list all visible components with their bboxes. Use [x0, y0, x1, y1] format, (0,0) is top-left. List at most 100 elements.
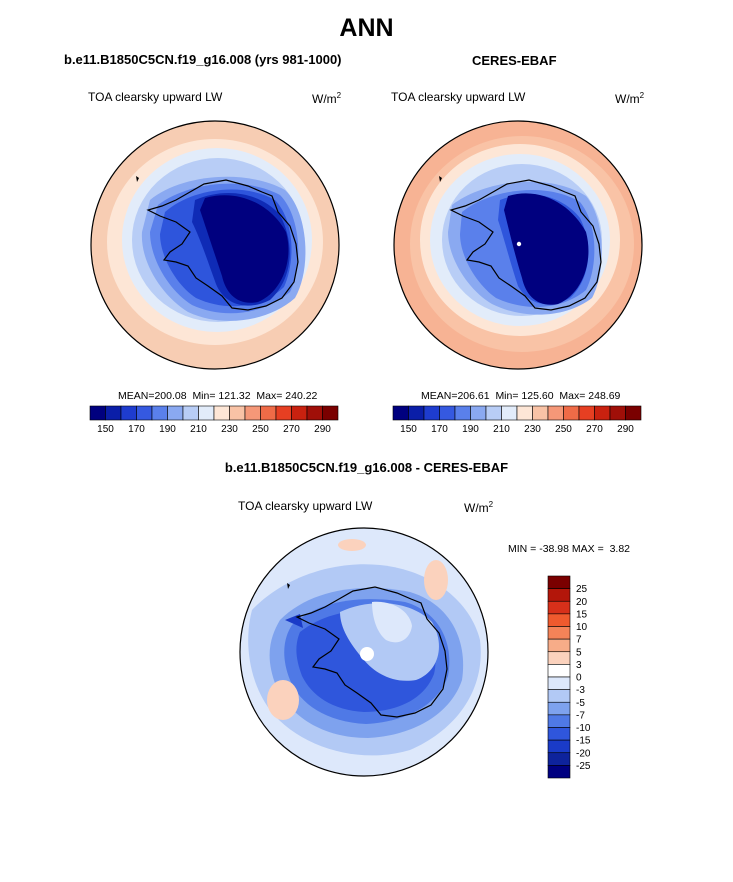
antarctica-coastline	[449, 179, 602, 311]
colorbar-tick-label: -25	[576, 761, 591, 772]
model-variable-label: TOA clearsky upward LW	[88, 90, 223, 104]
obs-polar-map	[393, 120, 643, 370]
colorbar-swatch	[547, 701, 571, 716]
colorbar-swatch	[547, 600, 571, 615]
colorbar-tick-label: 170	[431, 424, 448, 435]
diff-polar-map	[239, 527, 489, 777]
colorbar-tick-label: -3	[576, 685, 585, 696]
south-america-tip	[136, 176, 139, 182]
colorbar-tick-label: 230	[221, 424, 238, 435]
colorbar-tick-label: -15	[576, 736, 591, 747]
colorbar-tick-label: 250	[555, 424, 572, 435]
colorbar-swatch	[105, 405, 122, 421]
colorbar-swatch	[563, 405, 580, 421]
colorbar-swatch	[547, 727, 571, 741]
colorbar-swatch	[547, 676, 571, 690]
colorbar-swatch	[547, 765, 571, 779]
colorbar-tick-label: 20	[576, 597, 588, 608]
map-ice-core	[504, 193, 589, 305]
diff-units-label: W/m2	[464, 500, 494, 515]
colorbar-swatch	[547, 689, 571, 703]
colorbar-swatch	[275, 405, 292, 421]
colorbar-swatch	[423, 405, 440, 421]
colorbar-tick-label: 150	[400, 424, 417, 435]
colorbar-tick-label: 290	[314, 424, 331, 435]
obs-variable-label: TOA clearsky upward LW	[391, 90, 526, 104]
colorbar-swatch	[198, 405, 215, 421]
obs-units-label: W/m2	[615, 91, 645, 106]
colorbar-tick-label: 3	[576, 660, 582, 671]
obs-colorbar: 150 170 190 210 230 250 270 290	[392, 405, 642, 435]
colorbar-tick-label: 0	[576, 673, 582, 684]
diff-panel-title: b.e11.B1850C5CN.f19_g16.008 - CERES-EBAF	[224, 460, 509, 475]
colorbar-swatch	[167, 405, 184, 421]
colorbar-tick-label: -20	[576, 748, 591, 759]
map-positive-patch-3	[338, 539, 366, 551]
colorbar-swatch	[182, 405, 199, 421]
pole-missing-data	[360, 647, 374, 661]
colorbar-tick-label: 210	[493, 424, 510, 435]
colorbar-swatch	[547, 752, 571, 766]
diff-variable-label: TOA clearsky upward LW	[238, 499, 373, 513]
colorbar-swatch	[291, 405, 308, 421]
colorbar-swatch	[547, 405, 564, 421]
colorbar-tick-label: -10	[576, 723, 591, 734]
obs-panel-title: CERES-EBAF	[472, 53, 557, 68]
model-stats: MEAN=200.08 Min= 121.32 Max= 240.22	[118, 390, 318, 402]
colorbar-swatch	[392, 405, 409, 421]
colorbar-swatch	[470, 405, 487, 421]
colorbar-swatch	[547, 626, 571, 640]
colorbar-swatch	[408, 405, 425, 421]
colorbar-tick-label: 170	[128, 424, 145, 435]
colorbar-swatch	[532, 405, 549, 421]
colorbar-swatch	[625, 405, 642, 421]
map-boundary	[90, 120, 340, 370]
antarctica-coastline	[146, 179, 299, 311]
colorbar-swatch	[229, 405, 246, 421]
map-positive-patch-1	[267, 680, 299, 720]
pole-missing-data	[516, 241, 522, 247]
colorbar-tick-label: 190	[462, 424, 479, 435]
model-units-label: W/m2	[312, 91, 342, 106]
colorbar-swatch	[547, 588, 571, 602]
south-america-tip	[439, 176, 442, 182]
colorbar-tick-label: 15	[576, 609, 588, 620]
colorbar-tick-label: 230	[524, 424, 541, 435]
colorbar-swatch	[594, 405, 611, 421]
colorbar-swatch	[547, 638, 571, 653]
colorbar-tick-label: 270	[586, 424, 603, 435]
colorbar-swatch	[485, 405, 502, 421]
colorbar-swatch	[120, 405, 137, 421]
colorbar-swatch	[516, 405, 533, 421]
diff-stats: MIN = -38.98 MAX = 3.82	[508, 543, 631, 555]
colorbar-tick-label: 7	[576, 635, 582, 646]
colorbar-tick-label: 250	[252, 424, 269, 435]
colorbar-tick-label: 270	[283, 424, 300, 435]
colorbar-swatch	[322, 405, 339, 421]
colorbar-swatch	[547, 575, 571, 589]
colorbar-swatch	[244, 405, 261, 421]
map-boundary	[239, 527, 489, 777]
figure-title: ANN	[339, 14, 394, 42]
colorbar-tick-label: 290	[617, 424, 634, 435]
colorbar-swatch	[439, 405, 456, 421]
antarctica-coastline	[295, 586, 448, 718]
map-ice-core	[200, 195, 289, 303]
colorbar-swatch	[89, 405, 106, 421]
colorbar-tick-label: 190	[159, 424, 176, 435]
obs-stats: MEAN=206.61 Min= 125.60 Max= 248.69	[421, 390, 621, 402]
colorbar-tick-label: 5	[576, 647, 582, 658]
colorbar-swatch	[151, 405, 168, 421]
colorbar-swatch	[213, 405, 230, 421]
south-america-tip	[287, 583, 290, 589]
model-colorbar: 150 170 190 210 230 250 270 290	[89, 405, 339, 435]
colorbar-swatch	[454, 405, 471, 421]
colorbar-swatch	[547, 613, 571, 627]
colorbar-tick-label: -7	[576, 710, 585, 721]
colorbar-tick-label: -5	[576, 698, 585, 709]
colorbar-swatch	[547, 651, 571, 665]
colorbar-swatch	[578, 405, 595, 421]
map-plateau-pale	[340, 603, 439, 681]
